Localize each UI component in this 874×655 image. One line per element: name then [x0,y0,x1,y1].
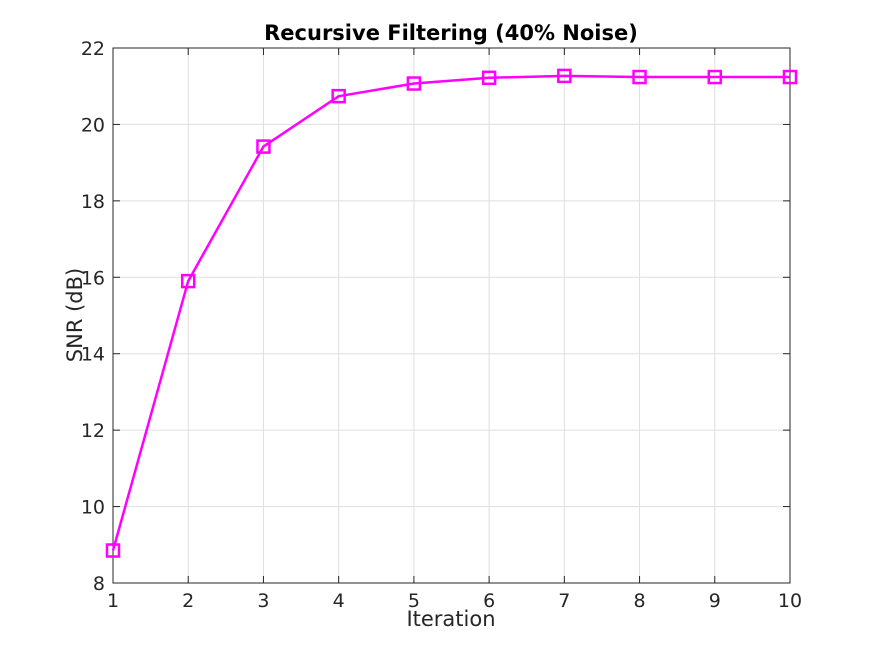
data-point-marker [782,69,798,85]
x-tick-label: 8 [634,590,646,612]
y-tick-labels: 8 10 12 14 16 18 20 22 [81,38,105,595]
data-point-marker [331,88,346,104]
plot-area [113,48,790,583]
x-tick-label: 9 [709,590,721,612]
data-point-marker [557,68,572,84]
data-point-marker [632,69,647,85]
axis-ticks [112,47,791,584]
data-point-marker [256,139,271,154]
y-axis-label: SNR (dB) [63,268,87,362]
x-tick-label: 10 [778,590,802,612]
x-tick-label: 3 [257,590,269,612]
axes-box [112,47,791,584]
data-point-marker [406,76,422,91]
x-tick-label: 2 [182,590,194,612]
x-tick-label: 4 [333,590,345,612]
y-tick-label: 10 [81,497,105,519]
data-point-marker [105,543,121,558]
series-line [111,74,790,551]
y-tick-label: 18 [81,191,105,213]
data-point-marker [481,70,497,86]
y-tick-label: 12 [81,420,105,442]
x-tick-label: 6 [483,590,495,612]
y-tick-label: 20 [81,114,105,136]
x-tick-label: 1 [107,590,119,612]
y-tick-label: 14 [81,344,105,366]
y-tick-label: 8 [93,573,105,595]
series-layer [105,68,798,558]
y-tick-label: 22 [81,38,105,60]
x-tick-labels: 1 2 3 4 5 6 7 8 9 10 [107,590,802,612]
chart-title: Recursive Filtering (40% Noise) [264,21,638,45]
x-tick-label: 5 [408,590,420,612]
x-tick-label: 7 [558,590,570,612]
x-axis-label: Iteration [406,607,495,631]
data-point-marker [707,69,723,85]
y-tick-label: 16 [81,267,105,289]
data-point-marker [180,273,196,289]
